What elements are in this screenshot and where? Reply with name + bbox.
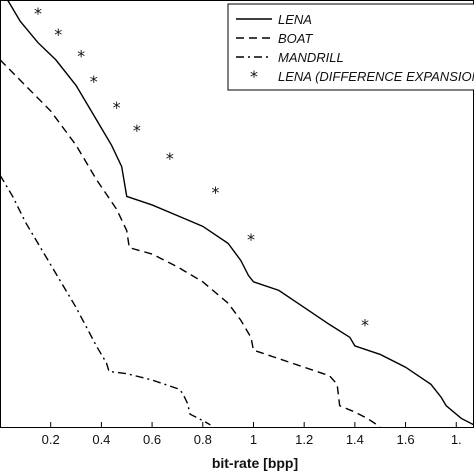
x-tick-label: 0.6	[143, 432, 161, 447]
series-point-lena-difference-expansion: *	[211, 183, 219, 202]
series-line-lena	[7, 0, 474, 426]
x-tick-label: 1	[250, 432, 257, 447]
legend-label-lena-difference-expansion: LENA (DIFFERENCE EXPANSION)	[278, 69, 474, 84]
series-point-lena-difference-expansion: *	[54, 25, 62, 44]
legend-label-lena: LENA	[278, 12, 312, 27]
series-point-lena-difference-expansion: *	[113, 98, 121, 117]
series-point-lena-difference-expansion: *	[34, 4, 42, 23]
series-point-lena-difference-expansion: *	[90, 72, 98, 91]
x-tick-label: 1.4	[346, 432, 364, 447]
series-point-lena-difference-expansion: *	[133, 121, 141, 140]
x-tick-label: 1.	[451, 432, 462, 447]
series-group: * * * * * * * * * *	[0, 0, 474, 428]
legend: LENA BOAT MANDRILL * LENA (DIFFERENCE EXPANS…	[227, 3, 474, 91]
x-tick-label: 0.8	[194, 432, 212, 447]
legend-swatch-lena-difference-expansion: *	[250, 67, 258, 86]
x-tick-label: 1.2	[295, 432, 313, 447]
series-point-lena-difference-expansion: *	[166, 149, 174, 168]
x-tick-label: 1.6	[397, 432, 415, 447]
legend-label-mandrill: MANDRILL	[278, 50, 344, 65]
series-point-lena-difference-expansion: *	[247, 230, 255, 249]
series-point-lena-difference-expansion: *	[361, 316, 369, 335]
x-axis-label: bit-rate [bpp]	[212, 455, 298, 471]
legend-label-boat: BOAT	[278, 31, 313, 46]
series-line-boat	[0, 59, 381, 428]
series-line-mandrill	[0, 174, 211, 426]
x-ticks: 0.2 0.4 0.6 0.8 1 1.2 1.4 1.6 1.	[42, 422, 462, 447]
x-tick-label: 0.2	[42, 432, 60, 447]
x-tick-label: 0.4	[92, 432, 110, 447]
series-point-lena-difference-expansion: *	[77, 47, 85, 66]
